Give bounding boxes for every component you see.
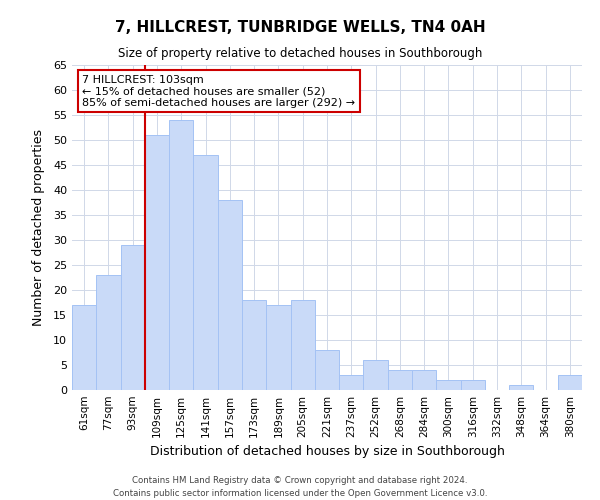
Bar [242,300,266,390]
Text: 7 HILLCREST: 103sqm
← 15% of detached houses are smaller (52)
85% of semi-detach: 7 HILLCREST: 103sqm ← 15% of detached ho… [82,74,355,108]
Bar [169,120,193,390]
Bar [461,380,485,390]
Text: Size of property relative to detached houses in Southborough: Size of property relative to detached ho… [118,48,482,60]
Bar [388,370,412,390]
Bar [290,300,315,390]
Text: 7, HILLCREST, TUNBRIDGE WELLS, TN4 0AH: 7, HILLCREST, TUNBRIDGE WELLS, TN4 0AH [115,20,485,35]
Bar [96,275,121,390]
Bar [193,155,218,390]
Bar [339,375,364,390]
Text: Contains HM Land Registry data © Crown copyright and database right 2024.
Contai: Contains HM Land Registry data © Crown c… [113,476,487,498]
Bar [266,305,290,390]
Bar [412,370,436,390]
Bar [121,245,145,390]
Bar [218,200,242,390]
Bar [145,135,169,390]
Bar [315,350,339,390]
Bar [558,375,582,390]
X-axis label: Distribution of detached houses by size in Southborough: Distribution of detached houses by size … [149,446,505,458]
Bar [436,380,461,390]
Bar [72,305,96,390]
Bar [509,385,533,390]
Bar [364,360,388,390]
Y-axis label: Number of detached properties: Number of detached properties [32,129,44,326]
